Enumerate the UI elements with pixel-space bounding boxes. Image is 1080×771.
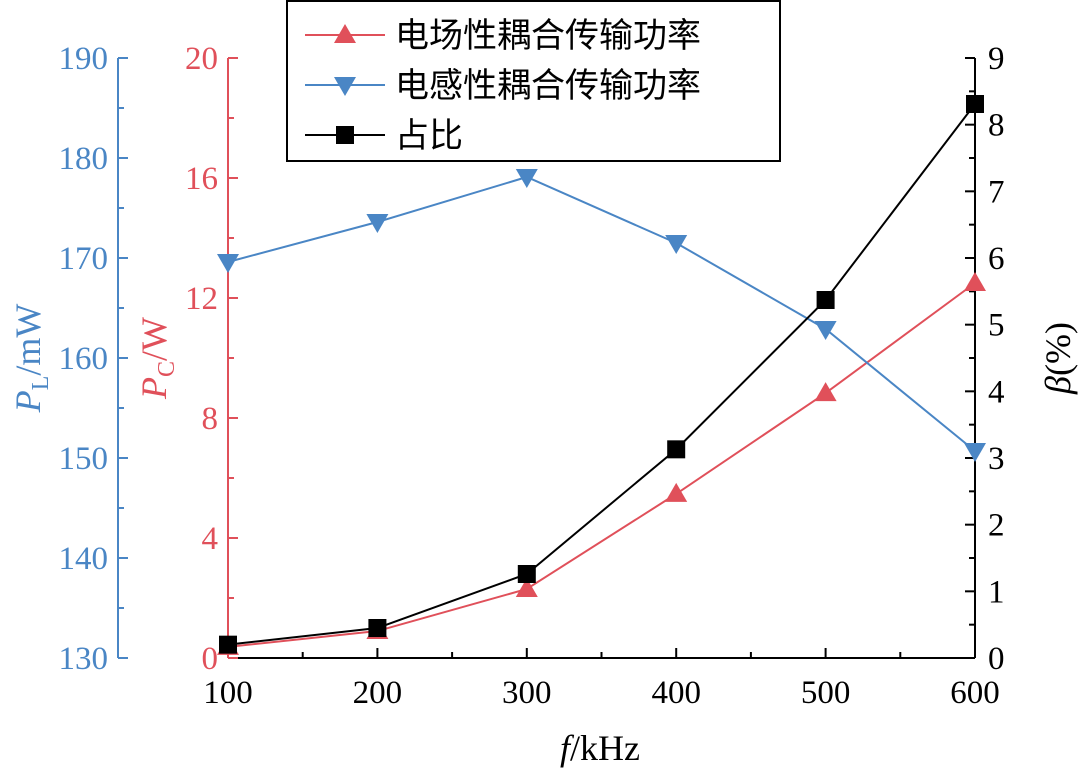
legend-marker xyxy=(334,24,356,43)
data-point-beta xyxy=(368,619,387,637)
beta-tick-label: 6 xyxy=(988,241,1005,277)
beta-axis-label: β(%) xyxy=(1038,322,1078,395)
x-tick-label: 600 xyxy=(950,675,1000,711)
data-point-pc xyxy=(665,482,688,502)
series-line-pc xyxy=(227,282,976,648)
data-point-pl xyxy=(515,169,538,188)
series-layer xyxy=(217,95,986,655)
beta-tick-label: 5 xyxy=(988,308,1005,344)
legend-marker xyxy=(334,77,356,96)
legend-label: 占比 xyxy=(395,117,463,155)
pc-tick-label: 12 xyxy=(185,281,218,317)
beta-tick-label: 4 xyxy=(988,374,1005,410)
data-point-pc xyxy=(515,578,538,597)
beta-tick-label: 9 xyxy=(988,41,1005,77)
series-pl xyxy=(217,169,986,462)
beta-tick-label: 3 xyxy=(988,441,1005,477)
pc-tick-label: 20 xyxy=(185,41,218,77)
x-tick-label: 200 xyxy=(353,675,403,711)
legend-marker xyxy=(336,126,354,144)
beta-tick-label: 1 xyxy=(988,574,1005,610)
pl-tick-label: 140 xyxy=(59,541,109,577)
beta-tick-label: 0 xyxy=(988,641,1005,677)
data-point-beta xyxy=(517,565,536,583)
pl-tick-label: 150 xyxy=(59,441,109,477)
series-line-beta xyxy=(227,103,976,646)
data-point-beta xyxy=(816,291,835,309)
beta-tick-label: 7 xyxy=(988,174,1005,210)
pl-tick-label: 170 xyxy=(59,241,109,277)
data-point-pl xyxy=(665,235,688,254)
series-pc xyxy=(217,272,986,655)
axes: 100 200 300 400 500 6001301401501601701801900… xyxy=(59,41,1005,711)
data-point-pl xyxy=(366,214,389,233)
data-point-pl xyxy=(217,254,239,273)
pl-tick-label: 190 xyxy=(59,41,109,77)
x-tick-label: 300 xyxy=(502,675,552,711)
data-point-beta xyxy=(966,95,984,113)
beta-tick-label: 8 xyxy=(988,108,1005,144)
series-beta xyxy=(219,95,984,654)
pc-axis-label: PC/W xyxy=(134,317,180,400)
pc-tick-label: 16 xyxy=(185,161,218,197)
pl-tick-label: 180 xyxy=(59,141,109,177)
x-tick-label: 500 xyxy=(801,675,851,711)
x-tick-label: 100 xyxy=(203,675,253,711)
pl-tick-label: 130 xyxy=(59,641,109,677)
data-point-beta xyxy=(219,635,237,654)
x-tick-label: 400 xyxy=(651,675,701,711)
x-axis-label: f/kHz xyxy=(560,728,640,768)
pc-tick-label: 8 xyxy=(202,401,219,437)
data-point-pc xyxy=(964,272,986,291)
data-point-pl xyxy=(814,321,837,340)
pc-tick-label: 4 xyxy=(202,521,219,557)
beta-tick-label: 2 xyxy=(988,508,1005,544)
pl-axis-label: PL/mW xyxy=(8,304,54,414)
data-point-pl xyxy=(964,443,986,462)
data-point-beta xyxy=(667,440,686,459)
legend-label: 电场性耦合传输功率 xyxy=(395,17,701,55)
pl-tick-label: 160 xyxy=(59,341,109,377)
legend-label: 电感性耦合传输功率 xyxy=(395,67,701,105)
data-point-pc xyxy=(814,382,837,402)
pc-tick-label: 0 xyxy=(202,641,219,677)
series-line-pl xyxy=(227,175,976,452)
